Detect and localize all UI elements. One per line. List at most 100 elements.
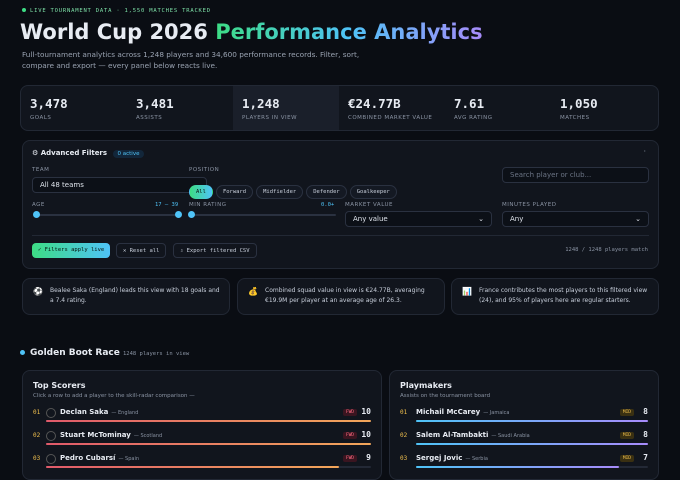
player-row[interactable]: 01 Michail McCarey — Jamaica MID 8: [400, 407, 648, 431]
rank: 02: [33, 432, 41, 439]
team-label: TEAM: [32, 167, 50, 173]
player-name: Pedro Cubarsí — Spain: [60, 454, 139, 462]
team-value: All 48 teams: [40, 181, 84, 189]
player-row[interactable]: 02 Salem Al-Tambakti — Saudi Arabia MID 8: [400, 430, 648, 454]
rank: 03: [400, 455, 408, 462]
stat-label: PLAYERS IN VIEW: [242, 115, 298, 121]
age-label: AGE: [32, 202, 45, 208]
position-pill[interactable]: Forward: [215, 185, 254, 199]
stat-value: 3,478: [30, 96, 68, 111]
insight-card: 📊 France contributes the most players to …: [451, 278, 659, 315]
match-count: 1248 / 1248 players match: [565, 247, 648, 253]
subtitle: Full-tournament analytics across 1,248 p…: [22, 50, 360, 70]
title: World Cup 2026 Performance Analytics: [20, 20, 483, 44]
value-bar: [46, 420, 371, 422]
player-name-text: Stuart McTominay: [60, 431, 131, 439]
player-value: 9: [366, 453, 371, 462]
age-slider[interactable]: [33, 211, 182, 218]
player-name: Declan Saka — England: [60, 408, 138, 416]
player-row[interactable]: 02 Stuart McTominay — Scotland FWD 10: [33, 430, 371, 454]
insight-card: 💰 Combined squad value in view is €24.77B…: [237, 278, 445, 315]
market-value: Any value: [353, 215, 388, 223]
position-tag: FWD: [342, 432, 357, 439]
position-pill[interactable]: All: [189, 185, 213, 199]
stat-value: €24.77B: [348, 96, 401, 111]
rating-label: MIN RATING: [189, 202, 227, 208]
player-value: 8: [643, 407, 648, 416]
player-name-text: Salem Al-Tambakti: [416, 431, 489, 439]
collapse-toggle[interactable]: ·: [643, 147, 646, 156]
market-select[interactable]: Any value ⌄: [345, 211, 492, 227]
leaderboard-panel: Playmakers Assists on the tournament boar…: [389, 370, 659, 480]
reset-button[interactable]: ✕ Reset all: [116, 243, 167, 258]
export-button[interactable]: ⇩ Export filtered CSV: [173, 243, 257, 258]
value-bar: [46, 443, 371, 445]
search-input[interactable]: Search player or club...: [502, 167, 649, 183]
position-tag: FWD: [342, 409, 357, 416]
age-max-knob[interactable]: [175, 211, 182, 218]
player-row[interactable]: 03 Sergej Jovic — Serbia MID 7: [400, 453, 648, 477]
rank: 03: [33, 455, 41, 462]
player-name-text: Pedro Cubarsí: [60, 454, 116, 462]
panel-title: Playmakers: [400, 381, 452, 390]
player-team: — Scotland: [133, 433, 163, 439]
insight-card: ⚽ Bealee Saka (England) leads this view w…: [22, 278, 230, 315]
stat-label: MATCHES: [560, 115, 590, 121]
section-header: Golden Boot Race 1248 players in view: [20, 348, 189, 358]
rank: 01: [33, 409, 41, 416]
avatar: [46, 454, 56, 464]
insight-text: Bealee Saka (England) leads this view wi…: [50, 287, 220, 304]
player-name-text: Declan Saka: [60, 408, 109, 416]
live-button[interactable]: ✓ Filters apply live: [32, 243, 111, 258]
stat-label: GOALS: [30, 115, 52, 121]
age-value: 17 – 39: [155, 202, 179, 208]
position-pill[interactable]: Goalkeeper: [349, 185, 397, 199]
market-label: MARKET VALUE: [345, 202, 393, 208]
rank: 02: [400, 432, 408, 439]
title-main: World Cup 2026: [20, 20, 208, 44]
avatar: [46, 408, 56, 418]
player-row[interactable]: 03 Pedro Cubarsí — Spain FWD 9: [33, 453, 371, 477]
player-name: Stuart McTominay — Scotland: [60, 431, 162, 439]
section-title: Golden Boot Race: [30, 348, 120, 358]
stat-cell: 3,481 ASSISTS: [127, 86, 233, 130]
bar-track: [416, 466, 648, 468]
position-tag: MID: [619, 432, 634, 439]
bar-track: [46, 420, 371, 422]
minutes-label: MINUTES PLAYED: [502, 202, 557, 208]
position-pill[interactable]: Midfielder: [256, 185, 304, 199]
bar-track: [416, 420, 648, 422]
badge-text: LIVE TOURNAMENT DATA · 1,550 MATCHES TRA…: [30, 8, 211, 14]
stat-cell: 7.61 AVG RATING: [445, 86, 551, 130]
player-row[interactable]: 01 Declan Saka — England FWD 10: [33, 407, 371, 431]
position-pill[interactable]: Defender: [306, 185, 347, 199]
age-min-knob[interactable]: [33, 211, 40, 218]
player-value: 10: [361, 407, 371, 416]
leaderboard-panel: Top Scorers Click a row to add a player t…: [22, 370, 382, 480]
team-select[interactable]: All 48 teams⌄: [32, 177, 207, 193]
stat-value: 3,481: [136, 96, 174, 111]
stats-panel: 3,478 GOALS 3,481 ASSISTS 1,248 PLAYERS IN VI…: [20, 85, 659, 131]
section-note: 1248 players in view: [123, 351, 190, 357]
player-value: 8: [643, 430, 648, 439]
panel-title: Top Scorers: [33, 381, 86, 390]
page: LIVE TOURNAMENT DATA · 1,550 MATCHES TRA…: [20, 8, 659, 480]
player-team: — Jamaica: [483, 410, 510, 416]
insight-text: France contributes the most players to t…: [479, 287, 648, 304]
rating-knob[interactable]: [188, 211, 195, 218]
rating-value: 0.0+: [321, 202, 335, 208]
minutes-select[interactable]: Any ⌄: [502, 211, 649, 227]
panel-subtitle: Assists on the tournament board: [400, 393, 491, 399]
bar-track: [46, 443, 371, 445]
value-bar: [416, 420, 648, 422]
filters-heading: ⚙ Advanced Filters 0 active: [32, 149, 145, 158]
stat-label: AVG RATING: [454, 115, 493, 121]
player-name: Sergej Jovic — Serbia: [416, 454, 488, 462]
rating-slider[interactable]: [188, 211, 336, 218]
rank: 01: [400, 409, 408, 416]
stat-label: ASSISTS: [136, 115, 163, 121]
position-tag: MID: [619, 455, 634, 462]
filters-badge: 0 active: [112, 150, 145, 158]
stat-value: 1,050: [560, 96, 598, 111]
player-team: — England: [111, 410, 139, 416]
